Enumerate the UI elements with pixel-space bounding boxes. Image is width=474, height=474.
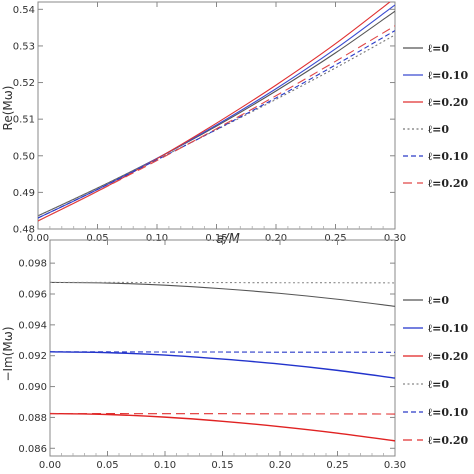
bottom-y-tick-label: 0.092 [18,351,47,362]
bottom-y-tick-label: 0.086 [18,444,47,455]
bottom-x-tick-label: 0.20 [269,460,291,471]
bottom-legend-label-0: ℓ=0 [428,294,449,307]
bottom-y-axis-label: −Im(Mω) [1,326,15,381]
top-series-line-5 [38,25,395,222]
bottom-legend-label-2: ℓ=0.20 [428,350,468,363]
bottom-x-tick-label: 0.05 [96,460,118,471]
top-x-tick-label: 0.30 [384,233,406,244]
top-y-axis-label: Re(Mω) [1,86,15,131]
bottom-x-tick-label: 0.30 [384,460,406,471]
top-plot-area: 0.00 0.05 0.10 0.15 0.20 0.25 0.30 0.48 0.49 0.50… [13,1,468,244]
top-y-tick-label: 0.49 [13,188,35,199]
top-y-tick-label: 0.53 [13,41,35,52]
top-legend-label-2: ℓ=0.20 [428,96,468,109]
top-y-tick-label: 0.48 [13,225,35,236]
bottom-series-line-1 [50,351,395,379]
top-x-tick-label: 0.20 [265,233,287,244]
top-series-line-4 [38,30,395,219]
bottom-panel: 0.00 0.05 0.10 0.15 0.20 0.25 0.30 0.086 0.088 0.… [1,239,468,471]
top-y-tick-label: 0.52 [13,78,35,89]
top-x-tick-label: 0.05 [86,233,108,244]
top-legend-label-1: ℓ=0.10 [428,69,468,82]
top-x-tick-label: 0.10 [146,233,168,244]
top-x-tick-label: 0.25 [324,233,346,244]
bottom-x-tick-label: 0.00 [39,460,61,471]
bottom-series-line-0 [50,281,395,307]
bottom-x-tick-label: 0.25 [326,460,348,471]
bottom-plot-area: 0.00 0.05 0.10 0.15 0.20 0.25 0.30 0.086 0.088 0.… [18,239,468,471]
bottom-legend: ℓ=0 ℓ=0.10 ℓ=0.20 ℓ=0 ℓ=0.10 ℓ=0.20 [403,294,468,447]
bottom-y-tick-label: 0.090 [18,382,47,393]
bottom-series-line-2 [50,412,395,442]
top-series-line-3 [38,34,395,217]
top-y-tick-label: 0.54 [13,5,35,16]
top-legend-label-3: ℓ=0 [428,123,449,136]
top-x-tick-label: 0.15 [205,233,227,244]
top-series-line-1 [38,4,395,219]
bottom-y-tick-label: 0.088 [18,413,47,424]
top-series-line-2 [38,2,391,222]
bottom-y-tick-label: 0.094 [18,320,47,331]
bottom-legend-label-1: ℓ=0.10 [428,322,468,335]
top-panel: 0.00 0.05 0.10 0.15 0.20 0.25 0.30 0.48 0.49 0.50… [1,1,468,247]
top-y-tick-label: 0.50 [13,151,35,162]
top-y-tick-label: 0.51 [13,115,35,126]
bottom-legend-label-4: ℓ=0.10 [428,406,468,419]
top-legend-label-5: ℓ=0.20 [428,177,468,190]
top-x-tick-label: 0.00 [27,233,49,244]
top-legend-label-0: ℓ=0 [428,42,449,55]
top-legend-label-4: ℓ=0.10 [428,150,468,163]
top-legend: ℓ=0 ℓ=0.10 ℓ=0.20 ℓ=0 ℓ=0.10 ℓ=0.20 [403,42,468,190]
bottom-x-tick-label: 0.10 [154,460,176,471]
bottom-x-tick-label: 0.15 [211,460,233,471]
bottom-y-tick-label: 0.098 [18,259,47,270]
bottom-plot-frame [49,239,396,457]
bottom-legend-label-5: ℓ=0.20 [428,434,468,447]
bottom-y-tick-label: 0.096 [18,290,47,301]
bottom-legend-label-3: ℓ=0 [428,378,449,391]
top-series-line-0 [38,10,395,217]
